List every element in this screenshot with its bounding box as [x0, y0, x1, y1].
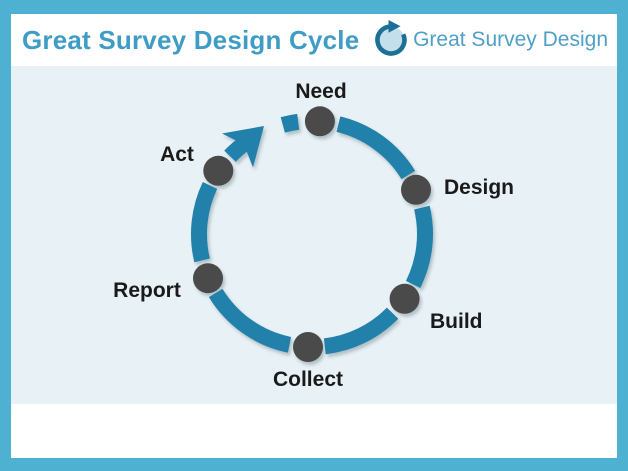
header: Great Survey Design Cycle Great Survey D… [11, 14, 617, 66]
page-title: Great Survey Design Cycle [22, 24, 360, 55]
slide-card: Great Survey Design Cycle Great Survey D… [11, 14, 617, 458]
footer-strip [11, 404, 617, 458]
brand-logo: Great Survey Design [370, 19, 608, 61]
circular-arrow-icon [375, 20, 407, 56]
diagram-panel [11, 66, 617, 404]
brand-logo-text: Great Survey Design [413, 28, 608, 51]
